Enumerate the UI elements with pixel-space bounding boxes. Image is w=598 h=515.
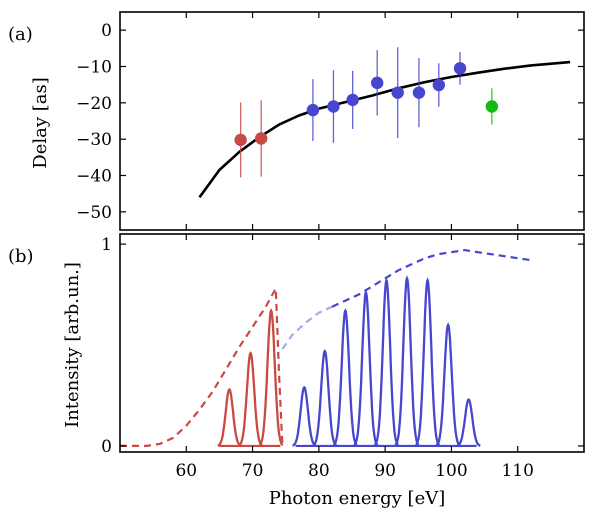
- data-point: [412, 86, 426, 99]
- harmonic-peak: [435, 322, 461, 447]
- harmonic-peak: [353, 289, 379, 446]
- theory-curve: [198, 60, 571, 199]
- harmonic-peak: [394, 275, 420, 446]
- harmonic-peak: [312, 349, 338, 447]
- y-tick-label: 0: [101, 21, 112, 41]
- spectrum-envelope: [331, 248, 532, 308]
- x-tick-label: 100: [435, 461, 467, 481]
- panel-a-frame: [119, 11, 585, 231]
- harmonic-peak: [415, 277, 441, 446]
- data-point: [346, 93, 359, 107]
- data-point: [370, 76, 384, 90]
- x-tick-label: 70: [242, 461, 264, 481]
- panel-b-label: (b): [8, 246, 34, 267]
- spectrum-envelope: [120, 284, 284, 447]
- harmonic-peak: [258, 308, 284, 447]
- harmonic-peak: [292, 385, 317, 447]
- panel-a: (a) 0 −10 −20 −30 −40 −50 Delay [as]: [8, 11, 585, 231]
- spectrum-envelope: [281, 305, 333, 350]
- x-tick-label: 110: [501, 461, 533, 481]
- panel-a-label: (a): [8, 24, 33, 45]
- panel-b: (b) 60 70 80 90 100 110 0 1 Intensity [arb.un.]…: [8, 233, 585, 509]
- data-point: [306, 103, 320, 117]
- data-point: [485, 100, 499, 113]
- y-tick-label: 0: [101, 437, 112, 457]
- x-tick-label: 80: [308, 461, 330, 481]
- y-tick-label: −40: [76, 167, 112, 187]
- y-tick-label: −30: [76, 130, 112, 150]
- data-point: [432, 78, 446, 92]
- data-point: [453, 62, 467, 75]
- panel-a-y-axis-label: Delay [as]: [30, 77, 51, 168]
- y-tick-label: −20: [76, 94, 112, 114]
- data-point: [327, 100, 340, 113]
- x-tick-label: 60: [175, 461, 197, 481]
- panel-b-frame: [119, 233, 585, 453]
- y-tick-label: 1: [101, 235, 112, 255]
- y-tick-label: −10: [76, 58, 112, 78]
- harmonic-peak: [238, 351, 263, 447]
- data-point: [234, 133, 247, 147]
- harmonic-peak: [456, 398, 481, 447]
- panel-b-x-axis-label: Photon energy [eV]: [269, 488, 446, 509]
- data-point: [254, 132, 268, 145]
- harmonic-peak: [217, 387, 242, 447]
- data-point: [391, 86, 404, 99]
- harmonic-peak: [373, 277, 399, 446]
- x-tick-label: 90: [374, 461, 396, 481]
- y-tick-label: −50: [76, 203, 112, 223]
- harmonic-peak: [333, 308, 358, 447]
- panel-b-y-axis-label: Intensity [arb.un.]: [62, 262, 83, 428]
